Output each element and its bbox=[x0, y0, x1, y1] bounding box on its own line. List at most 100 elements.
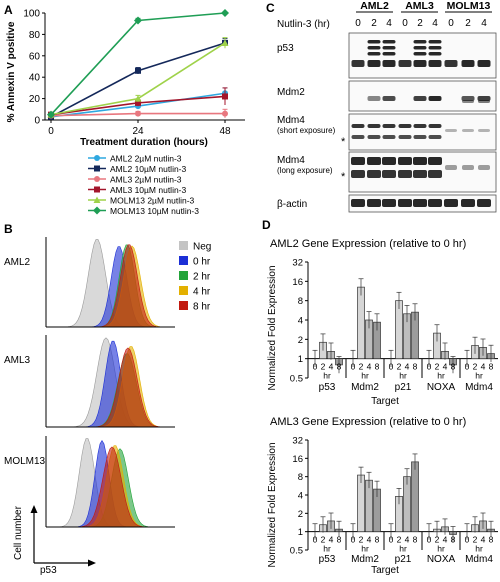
blot-band bbox=[351, 170, 365, 178]
panel-d-aml2-group-tick-label: 0 bbox=[351, 362, 356, 372]
panel-label-a: A bbox=[4, 3, 13, 17]
panel-d-aml3-group-tick-label: 2 bbox=[359, 535, 364, 545]
panel-d-aml3-bar-chart: AML3 Gene Expression (relative to 0 hr) … bbox=[267, 416, 498, 576]
panel-d-aml3-unit-label: hr bbox=[361, 544, 369, 554]
panel-d-aml2-x-axis-label: Target bbox=[371, 396, 399, 407]
blot-band bbox=[351, 124, 365, 128]
panel-label-b: B bbox=[4, 222, 13, 236]
panel-d-aml3-group-tick-label: 8 bbox=[451, 535, 456, 545]
panel-d-aml2-category-label-2: p21 bbox=[395, 382, 412, 393]
blot-band bbox=[382, 199, 396, 207]
blot-band bbox=[367, 135, 381, 139]
blot-label-2: Mdm4 bbox=[277, 115, 305, 126]
panel-d-aml2-group-tick-label: 0 bbox=[389, 362, 394, 372]
blot-band bbox=[478, 165, 490, 170]
panel-d-aml2-group-tick-label: 2 bbox=[321, 362, 326, 372]
panel-d-aml2-y-tick-label: 1 bbox=[298, 354, 303, 365]
blot-band bbox=[413, 40, 427, 44]
panel-d-aml2-category-label-3: NOXA bbox=[427, 382, 456, 393]
blot-band bbox=[351, 157, 365, 165]
blot-band bbox=[367, 60, 381, 67]
panel-d-aml2-unit-label: hr bbox=[323, 371, 331, 381]
lane-label: 4 bbox=[432, 18, 438, 29]
lane-label: 2 bbox=[465, 18, 471, 29]
panel-d-aml2-group-tick-label: 0 bbox=[313, 362, 318, 372]
lane-label: 4 bbox=[481, 18, 487, 29]
panel-a-legend-marker-2 bbox=[94, 176, 100, 182]
blot-band bbox=[461, 60, 475, 67]
panel-d-aml3-y-axis-label: Normalized Fold Expression bbox=[267, 442, 278, 567]
panel-d-aml3-y-tick-label: 32 bbox=[292, 436, 303, 447]
panel-b-legend-label-2: 2 hr bbox=[193, 272, 211, 283]
histogram-0-1 bbox=[46, 246, 175, 328]
panel-d-aml3-group-tick-label: 4 bbox=[405, 535, 410, 545]
panel-d-aml2-group-tick-label: 2 bbox=[435, 362, 440, 372]
panel-label-c: C bbox=[266, 1, 275, 15]
panel-d-aml3-group-tick-label: 2 bbox=[321, 535, 326, 545]
blot-band bbox=[367, 124, 381, 128]
panel-b-legend-swatch-0 bbox=[179, 241, 188, 250]
panel-d-aml3-category-label-4: Mdm4 bbox=[465, 554, 493, 565]
cell-line-label-2: MOLM13 bbox=[447, 0, 491, 12]
blot-band bbox=[461, 199, 475, 207]
cell-line-label-0: AML2 bbox=[360, 0, 389, 12]
blot-band bbox=[461, 96, 475, 101]
panel-d-aml3-group-tick-label: 8 bbox=[413, 535, 418, 545]
panel-a-legend-label-1: AML2 10µM nutlin-3 bbox=[110, 164, 187, 174]
panel-d-aml3-group-tick-label: 4 bbox=[329, 535, 334, 545]
blot-band bbox=[351, 199, 365, 207]
panel-d-aml2-category-label-0: p53 bbox=[319, 382, 336, 393]
panel-d-aml3-unit-label: hr bbox=[437, 544, 445, 554]
panel-d-aml2-bar-p21-2 bbox=[395, 300, 403, 360]
blot-band bbox=[398, 170, 412, 178]
panel-a-y-tick-label: 60 bbox=[29, 51, 41, 62]
blot-label-1: Mdm2 bbox=[277, 87, 305, 98]
panel-b-legend-label-0: Neg bbox=[193, 242, 211, 253]
blot-band bbox=[398, 135, 412, 139]
panel-a-y-tick-label: 0 bbox=[34, 116, 40, 127]
panel-b-histograms: AML2 AML3 MOLM13 Cell number p53 bbox=[4, 237, 175, 576]
panel-a-x-tick-label: 0 bbox=[48, 126, 54, 137]
blot-band bbox=[413, 170, 427, 178]
blot-band bbox=[413, 135, 427, 139]
panel-b-legend: Neg 0 hr 2 hr 4 hr 8 hr bbox=[179, 241, 211, 313]
blot-band bbox=[445, 129, 457, 132]
panel-d-aml2-group-tick-label: 0 bbox=[465, 362, 470, 372]
panel-a-data-point bbox=[135, 99, 141, 106]
blot-note-3: (long exposure) bbox=[277, 166, 333, 175]
panel-d-aml2-title: AML2 Gene Expression (relative to 0 hr) bbox=[270, 238, 466, 250]
panel-a-y-tick-label: 40 bbox=[29, 73, 41, 84]
blot-band bbox=[382, 170, 396, 178]
panel-d-aml3-unit-label: hr bbox=[475, 544, 483, 554]
blot-band bbox=[413, 199, 427, 207]
panel-b-legend-label-3: 4 hr bbox=[193, 287, 211, 298]
panel-b-legend-label-1: 0 hr bbox=[193, 257, 211, 268]
lane-label: 0 bbox=[402, 18, 408, 29]
blot-band bbox=[398, 157, 412, 165]
blot-band bbox=[413, 46, 427, 50]
panel-d-aml2-category-label-1: Mdm2 bbox=[351, 382, 379, 393]
panel-d-aml3-group-tick-label: 4 bbox=[481, 535, 486, 545]
panel-a-data-point bbox=[222, 93, 228, 100]
nutlin-treatment-label: Nutlin-3 (hr) bbox=[277, 19, 330, 30]
panel-d-aml2-group-tick-label: 2 bbox=[473, 362, 478, 372]
panel-a-data-point bbox=[134, 95, 142, 102]
panel-d-aml3-category-label-3: NOXA bbox=[427, 554, 456, 565]
blot-band bbox=[382, 40, 396, 44]
panel-label-d: D bbox=[262, 218, 271, 232]
blot-band bbox=[444, 60, 458, 67]
asterisk-long-exposure: * bbox=[341, 171, 346, 183]
panel-d-aml2-group-tick-label: 4 bbox=[443, 362, 448, 372]
asterisk-short-exposure: * bbox=[341, 136, 346, 148]
panel-d-aml2-group-tick-label: 0 bbox=[427, 362, 432, 372]
panel-b-legend-swatch-3 bbox=[179, 286, 188, 295]
panel-b-legend-swatch-4 bbox=[179, 301, 188, 310]
panel-a-y-tick-label: 20 bbox=[29, 94, 41, 105]
panel-a-y-axis-label: % Annexin V positive bbox=[6, 21, 17, 122]
lane-label: 0 bbox=[448, 18, 454, 29]
panel-a-data-point bbox=[47, 110, 55, 119]
panel-d-aml2-unit-label: hr bbox=[475, 371, 483, 381]
blot-band bbox=[428, 60, 442, 67]
panel-d-aml3-group-tick-label: 0 bbox=[351, 535, 356, 545]
